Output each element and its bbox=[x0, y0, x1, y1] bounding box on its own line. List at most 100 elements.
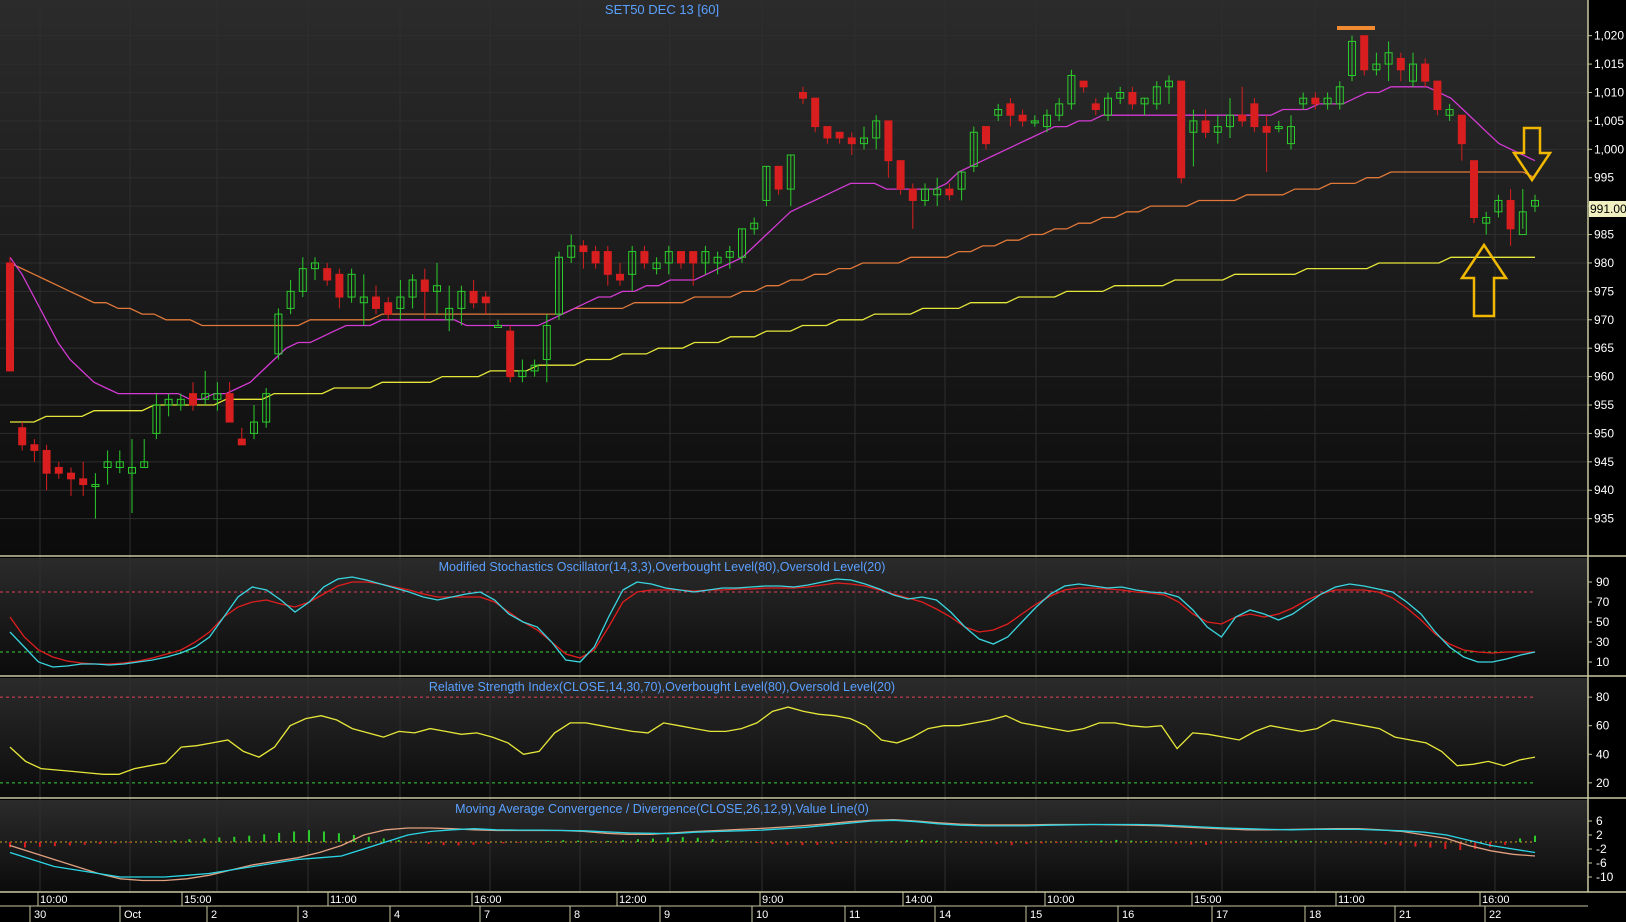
candle bbox=[774, 165, 783, 195]
candle bbox=[54, 461, 63, 479]
candle bbox=[140, 439, 149, 468]
rsi-tick-label: 60 bbox=[1596, 719, 1610, 733]
rsi-line bbox=[9, 706, 1536, 775]
rsi-tick-label: 20 bbox=[1596, 776, 1610, 790]
ma-mid-line bbox=[9, 171, 1536, 327]
rsi-panel[interactable] bbox=[0, 678, 1588, 798]
candle bbox=[250, 405, 258, 440]
date-label: 3 bbox=[302, 909, 308, 921]
candle-body bbox=[91, 484, 100, 488]
candle bbox=[1030, 115, 1039, 127]
rsi-title: Relative Strength Index(CLOSE,14,30,70),… bbox=[429, 680, 895, 694]
candle bbox=[1470, 160, 1478, 224]
price-tick-label: 1,015 bbox=[1594, 57, 1624, 71]
candle-body bbox=[359, 296, 368, 304]
candle bbox=[530, 359, 539, 377]
hour-label: 16:00 bbox=[474, 894, 502, 906]
candle-body bbox=[1470, 160, 1478, 219]
stoch-tick-label: 90 bbox=[1596, 575, 1610, 589]
candle bbox=[1396, 52, 1405, 82]
candle-body bbox=[1457, 114, 1466, 145]
date-label: 18 bbox=[1309, 909, 1321, 921]
candle-body bbox=[1372, 63, 1381, 71]
candle-body bbox=[1226, 114, 1234, 128]
macd-panel[interactable] bbox=[0, 800, 1588, 892]
date-label: 15 bbox=[1030, 909, 1042, 921]
candle bbox=[494, 319, 502, 328]
candle-body bbox=[908, 188, 917, 201]
candle bbox=[164, 393, 173, 417]
candle-body bbox=[1445, 109, 1454, 116]
candle bbox=[1140, 97, 1149, 116]
candle-body bbox=[408, 279, 417, 298]
price-tick-label: 985 bbox=[1594, 228, 1614, 242]
candle bbox=[225, 382, 234, 423]
candle bbox=[591, 245, 600, 269]
candle-body bbox=[860, 137, 868, 145]
candle-body bbox=[67, 472, 75, 480]
macd-tick-label: -10 bbox=[1596, 870, 1614, 884]
candle bbox=[286, 280, 295, 315]
candle bbox=[835, 131, 844, 144]
date-label: 14 bbox=[939, 909, 951, 921]
candle bbox=[1262, 115, 1271, 173]
candle-body bbox=[469, 290, 478, 304]
candle-body bbox=[372, 296, 380, 309]
candle bbox=[725, 245, 734, 269]
candle bbox=[1482, 211, 1491, 235]
candle bbox=[359, 274, 368, 326]
date-label: 9 bbox=[664, 909, 670, 921]
candle-body bbox=[677, 251, 685, 264]
rsi-tick-label: 80 bbox=[1596, 690, 1610, 704]
price-panel[interactable] bbox=[0, 0, 1588, 556]
candle bbox=[274, 308, 283, 360]
candle-body bbox=[1213, 126, 1222, 133]
candle bbox=[677, 251, 685, 269]
candle-body bbox=[1030, 120, 1039, 124]
macd-series bbox=[0, 818, 1536, 882]
ma-slow-line bbox=[10, 256, 1535, 423]
candle-body bbox=[103, 461, 112, 468]
candle bbox=[555, 251, 563, 320]
stochastic-panel[interactable] bbox=[0, 558, 1588, 676]
candle bbox=[1006, 98, 1015, 127]
candle-body bbox=[506, 330, 515, 378]
candle bbox=[1506, 189, 1515, 246]
candle bbox=[908, 183, 917, 229]
candle-body bbox=[274, 313, 283, 355]
candle-body bbox=[738, 228, 746, 258]
candle-body bbox=[664, 251, 673, 264]
candle bbox=[408, 274, 417, 309]
candle-body bbox=[847, 137, 856, 145]
candle bbox=[1494, 194, 1503, 218]
candle-body bbox=[1177, 80, 1186, 179]
candle bbox=[1201, 109, 1210, 138]
candle bbox=[896, 160, 905, 195]
candle bbox=[506, 325, 515, 383]
candle bbox=[567, 234, 576, 263]
candle bbox=[1409, 52, 1417, 87]
date-label: 11 bbox=[849, 909, 860, 921]
candle bbox=[762, 165, 771, 207]
date-label: 8 bbox=[574, 909, 580, 921]
candle-body bbox=[18, 427, 27, 446]
candle bbox=[1238, 86, 1247, 127]
candle-body bbox=[1091, 103, 1100, 111]
candle bbox=[1335, 81, 1344, 110]
date-label: Oct bbox=[124, 909, 141, 921]
macd-title: Moving Average Convergence / Divergence(… bbox=[455, 802, 869, 816]
price-tick-label: 975 bbox=[1594, 284, 1614, 298]
candle-body bbox=[286, 290, 295, 309]
candle-body bbox=[725, 251, 734, 258]
candle bbox=[579, 240, 588, 269]
candle-body bbox=[750, 222, 759, 230]
candle-body bbox=[1006, 103, 1015, 116]
candle bbox=[1250, 98, 1259, 133]
hour-label: 16:00 bbox=[1482, 894, 1510, 906]
candle-body bbox=[591, 251, 600, 264]
candle bbox=[1311, 92, 1320, 110]
candle-body bbox=[1531, 199, 1539, 207]
macd-tick-label: -6 bbox=[1596, 856, 1607, 870]
